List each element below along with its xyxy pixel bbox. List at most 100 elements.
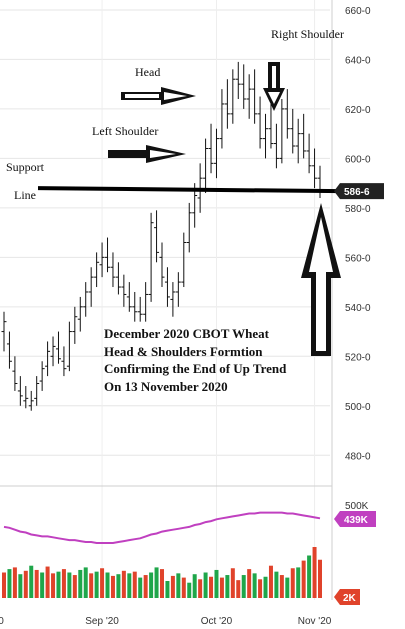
- ohlc-bar: [66, 321, 72, 372]
- volume-bar: [165, 581, 170, 598]
- price-badge-shape: [334, 183, 384, 200]
- ohlc-bar: [94, 252, 100, 288]
- volume-bar: [45, 566, 50, 598]
- y-tick-label: 580-0: [345, 204, 371, 215]
- open-interest-line: [3, 511, 321, 544]
- ohlc-bar: [83, 282, 89, 317]
- volume-bar: [296, 567, 301, 598]
- volume-bar: [198, 579, 203, 598]
- ohlc-bar: [28, 390, 34, 411]
- ohlc-bar: [99, 242, 105, 278]
- volume-bar: [89, 573, 94, 598]
- ohlc-bar: [203, 138, 209, 194]
- ohlc-bar: [115, 262, 121, 295]
- volume-bar: [127, 573, 132, 598]
- ohlc-bar: [159, 242, 165, 288]
- ohlc-bar: [1, 311, 7, 352]
- volume-bar: [192, 574, 197, 598]
- volume-bar: [241, 575, 246, 598]
- volume-bar: [268, 565, 273, 598]
- volume-bar: [149, 572, 154, 598]
- ohlc-bar: [88, 267, 94, 307]
- ohlc-bar: [312, 148, 318, 189]
- ohlc-bar: [105, 237, 111, 273]
- volume-bar: [132, 571, 137, 598]
- ohlc-bar: [39, 361, 45, 391]
- volume-bar: [121, 570, 126, 598]
- ohlc-bar: [137, 296, 143, 322]
- ohlc-bar: [154, 210, 160, 263]
- volume-bar: [78, 569, 83, 598]
- ohlc-bar: [148, 212, 154, 302]
- ohlc-bar: [23, 385, 29, 409]
- annotation-head: Head: [135, 65, 160, 79]
- ohlc-bar: [252, 69, 258, 124]
- annotation-left-shoulder: Left Shoulder: [92, 124, 158, 138]
- volume-bar: [203, 572, 208, 598]
- oi-badge-shape: [334, 511, 376, 527]
- ohlc-bar: [50, 336, 56, 367]
- ohlc-bar: [235, 61, 241, 100]
- volume-bar: [143, 575, 148, 598]
- arrow-head: [121, 87, 196, 105]
- ohlc-bar: [77, 296, 83, 332]
- ohlc-bar: [45, 341, 51, 377]
- volume-bar: [181, 577, 186, 598]
- annotation-right-shoulder: Right Shoulder: [271, 27, 344, 41]
- ohlc-bar: [295, 118, 301, 164]
- volume-bar: [301, 560, 306, 598]
- volume-bar: [318, 559, 322, 598]
- price-badge-label: 586-6: [344, 187, 370, 198]
- ohlc-bar: [257, 96, 263, 149]
- volume-bar: [61, 569, 66, 598]
- volume-bar: [170, 575, 175, 598]
- volume-bar: [51, 573, 56, 598]
- volume-bar: [290, 568, 295, 598]
- volume-panel: 500K 439K 2K: [0, 485, 376, 605]
- volume-bar: [160, 569, 164, 598]
- volume-bar: [279, 575, 284, 598]
- y-tick-label: 540-0: [345, 303, 371, 314]
- volume-bar: [12, 567, 17, 598]
- ohlc-bar: [170, 282, 176, 317]
- volume-bar: [34, 569, 39, 598]
- volume-bar: [258, 579, 263, 598]
- volume-bar: [176, 573, 181, 598]
- volume-bar: [154, 567, 159, 598]
- volume-bar: [307, 555, 312, 598]
- volume-bar: [116, 574, 121, 598]
- ohlc-bar: [284, 89, 290, 139]
- oi-badge-label: 439K: [344, 515, 369, 526]
- price-badge: 586-6: [334, 183, 384, 200]
- y-tick-label: 500-0: [345, 402, 371, 413]
- ohlc-bar: [34, 376, 40, 406]
- ohlc-bar: [224, 79, 230, 129]
- volume-bar: [2, 572, 6, 598]
- y-tick-label: 660-0: [345, 6, 371, 17]
- annotation-line: Line: [14, 188, 36, 202]
- ohlc-bar: [317, 165, 323, 198]
- ohlc-bar: [110, 252, 116, 288]
- ohlc-bar: [279, 99, 285, 164]
- caption-line-1: December 2020 CBOT Wheat: [104, 326, 270, 341]
- volume-badge-label: 2K: [343, 593, 357, 604]
- y-tick-label: 520-0: [345, 352, 371, 363]
- volume-bar: [72, 575, 77, 598]
- volume-bar: [29, 565, 34, 598]
- volume-bar: [285, 577, 290, 598]
- volume-bar: [230, 568, 235, 598]
- ohlc-bar: [301, 113, 307, 159]
- ohlc-bar: [17, 376, 23, 406]
- ohlc-bar: [186, 202, 192, 253]
- price-axis: 660-0 640-0 620-0 600-0 580-0 560-0 540-0 520-0…: [345, 6, 371, 462]
- volume-bar: [263, 576, 268, 598]
- volume-bar: [219, 577, 224, 598]
- arrow-support-break: [301, 203, 341, 356]
- volume-bar: [18, 574, 23, 598]
- support-line: [37, 186, 341, 194]
- ohlc-bar: [290, 108, 296, 154]
- ohlc-bar: [268, 103, 274, 149]
- volume-bar: [40, 572, 45, 598]
- volume-bar: [67, 572, 72, 598]
